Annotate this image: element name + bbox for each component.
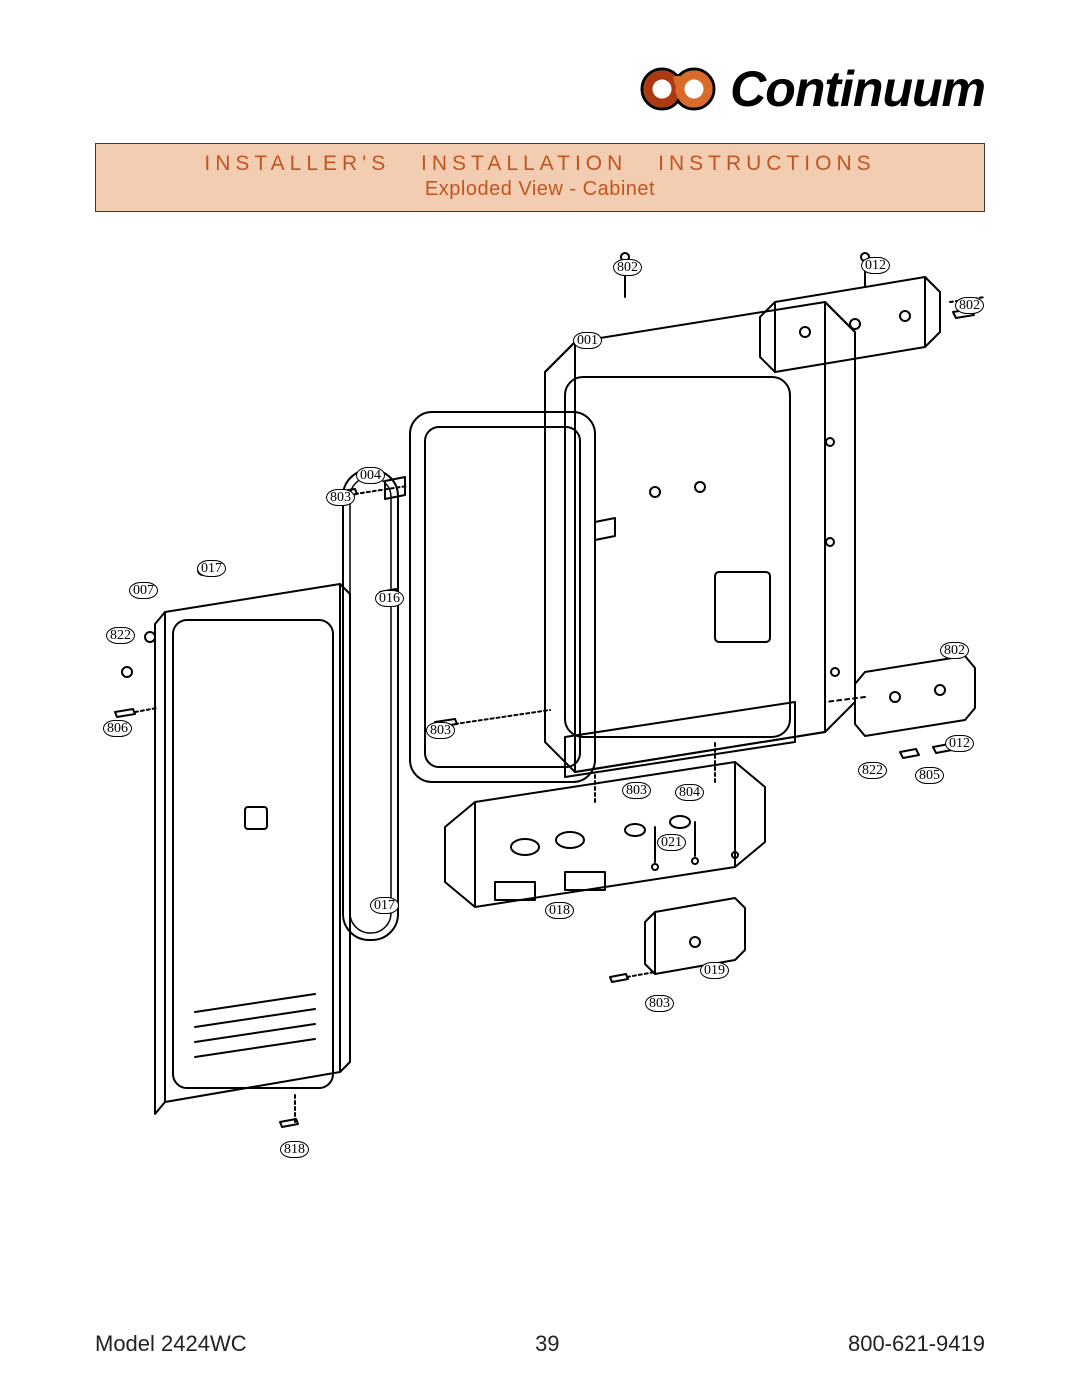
part-callout: 803 (326, 489, 355, 506)
part-callout: 822 (858, 762, 887, 779)
part-callout: 806 (103, 720, 132, 737)
part-callout: 021 (657, 834, 686, 851)
part-callout: 017 (370, 897, 399, 914)
infinity-icon (634, 65, 724, 113)
part-callout: 802 (940, 642, 969, 659)
part-callout: 017 (197, 560, 226, 577)
footer-phone: 800-621-9419 (848, 1331, 985, 1357)
part-callout: 007 (129, 582, 158, 599)
section-banner: INSTALLER'S INSTALLATION INSTRUCTIONS Ex… (95, 143, 985, 212)
part-callout: 018 (545, 902, 574, 919)
part-callout: 803 (426, 722, 455, 739)
banner-subtitle: Exploded View - Cabinet (96, 178, 984, 201)
part-callout: 822 (106, 627, 135, 644)
brand-logo-wrap: Continuum (634, 60, 985, 118)
part-callout: 802 (955, 297, 984, 314)
page-footer: Model 2424WC 39 800-621-9419 (95, 1331, 985, 1357)
part-callout: 019 (700, 962, 729, 979)
footer-page-number: 39 (535, 1331, 559, 1357)
brand-name: Continuum (730, 60, 985, 118)
part-callout: 016 (375, 590, 404, 607)
part-callout: 803 (622, 782, 651, 799)
part-callout: 804 (675, 784, 704, 801)
part-callout: 001 (573, 332, 602, 349)
footer-model: Model 2424WC (95, 1331, 247, 1357)
part-callout: 805 (915, 767, 944, 784)
exploded-view-diagram: 8020128020010048030170070168228028068030… (95, 242, 985, 1182)
part-callout: 802 (613, 259, 642, 276)
part-callout: 012 (861, 257, 890, 274)
brand-logo: Continuum (95, 60, 985, 118)
part-callout: 012 (945, 735, 974, 752)
part-callout: 004 (356, 467, 385, 484)
banner-title: INSTALLER'S INSTALLATION INSTRUCTIONS (96, 152, 984, 176)
page: Continuum INSTALLER'S INSTALLATION INSTR… (0, 0, 1080, 1397)
part-callout: 818 (280, 1141, 309, 1158)
part-callout: 803 (645, 995, 674, 1012)
diagram-svg (95, 242, 985, 1182)
